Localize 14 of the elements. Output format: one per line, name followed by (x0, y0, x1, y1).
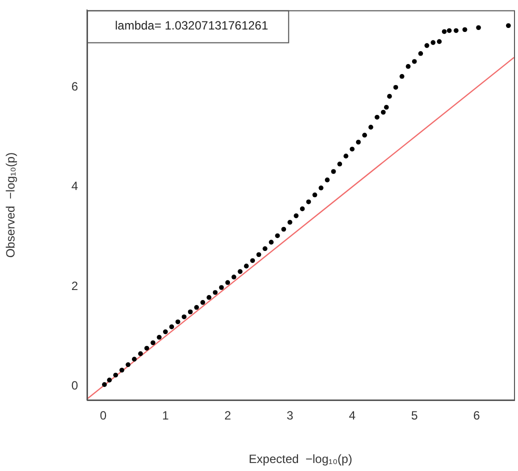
y-axis-title: Observed −log₁₀(p) (4, 152, 18, 258)
y-tick-label: 0 (71, 378, 78, 392)
x-tick-label: 4 (348, 408, 356, 423)
x-tick-label: 2 (224, 408, 232, 423)
x-tick-label: 5 (411, 408, 418, 423)
x-tick-label: 3 (286, 408, 294, 423)
x-tick-label: 0 (100, 408, 107, 423)
y-tick-label: 6 (71, 80, 78, 94)
annotation: lambda= 1.03207131761261 (115, 18, 268, 33)
y-tick-label: 2 (71, 278, 78, 293)
x-axis-title: Expected −log₁₀(p) (248, 452, 352, 466)
x-tick-label: 6 (473, 408, 480, 423)
y-tick-label: 4 (71, 179, 78, 194)
x-tick-label: 1 (162, 408, 170, 423)
